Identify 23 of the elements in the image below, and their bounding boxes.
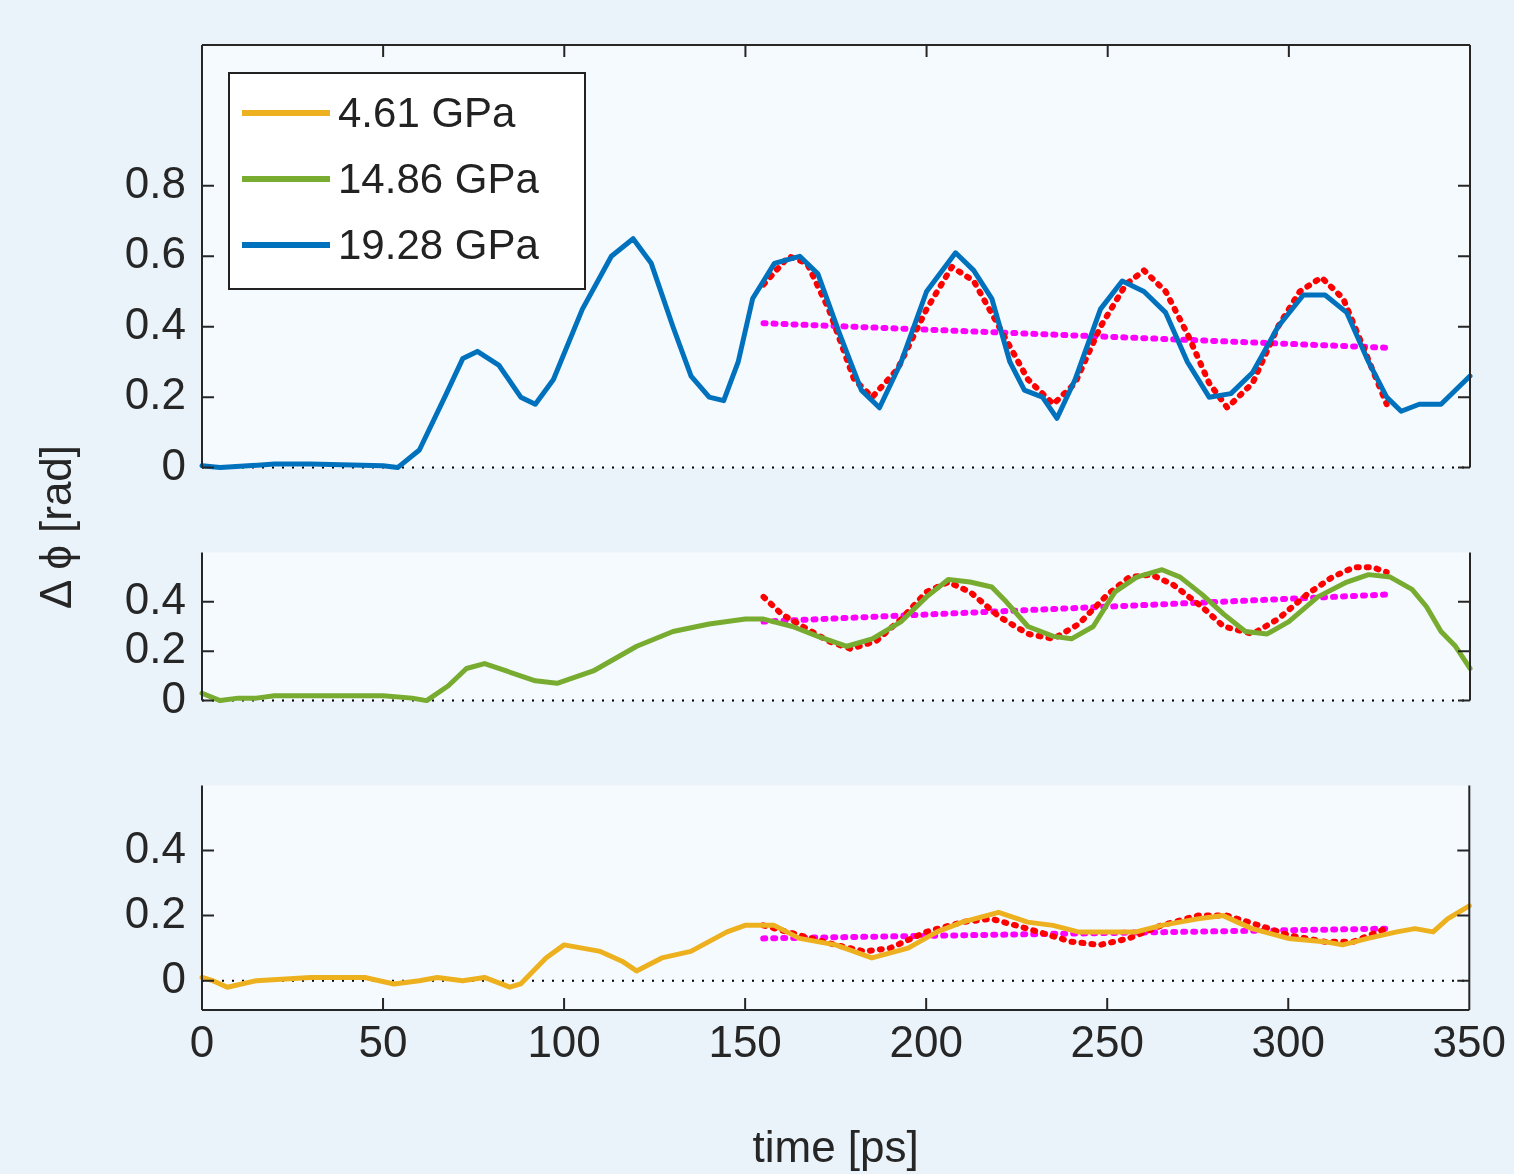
y-tick-label: 0.2 [124, 887, 186, 937]
x-tick-label: 150 [708, 1016, 782, 1066]
y-tick-label: 0.4 [124, 573, 186, 623]
x-tick-label: 300 [1251, 1016, 1325, 1066]
x-axis-title: time [ps] [752, 1121, 919, 1171]
legend-label: 4.61 GPa [338, 89, 516, 137]
x-tick-label: 250 [1070, 1016, 1144, 1066]
y-tick-label: 0.4 [124, 822, 186, 872]
x-tick-label: 350 [1432, 1016, 1506, 1066]
y-axis-title: Δ ϕ [rad] [31, 444, 81, 610]
y-tick-label: 0 [161, 952, 186, 1002]
y-tick-label: 0.6 [124, 228, 186, 278]
y-tick-label: 0 [161, 672, 186, 722]
y-tick-label: 0.2 [124, 369, 186, 419]
x-tick-label: 50 [358, 1016, 408, 1066]
x-tick-label: 200 [889, 1016, 963, 1066]
legend-label: 19.28 GPa [338, 221, 539, 269]
y-tick-label: 0.8 [124, 158, 186, 208]
y-tick-label: 0 [161, 439, 186, 489]
y-tick-label: 0.2 [124, 623, 186, 673]
y-tick-label: 0.4 [124, 298, 186, 348]
legend-label: 14.86 GPa [338, 155, 539, 203]
x-tick-label: 100 [527, 1016, 601, 1066]
